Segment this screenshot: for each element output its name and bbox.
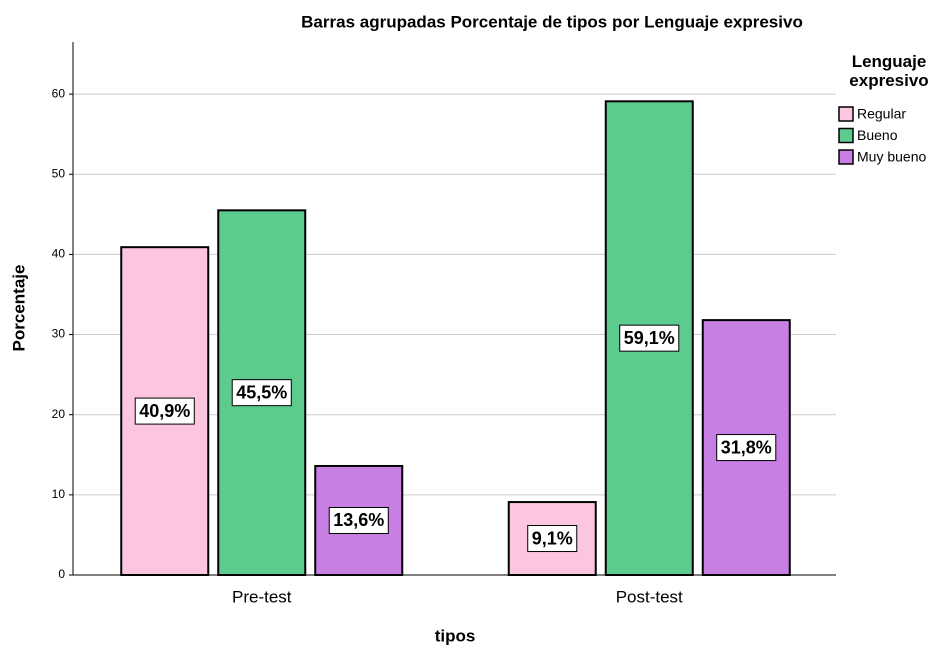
data-label-box <box>328 506 389 534</box>
data-label: 13,6% <box>328 506 389 534</box>
data-label-text: 13,6% <box>333 510 384 530</box>
legend-label: Bueno <box>857 127 898 143</box>
legend-swatch <box>838 127 854 144</box>
legend-title: Lenguaje expresivo <box>849 52 929 90</box>
data-label-text: 45,5% <box>236 382 287 402</box>
data-label-box <box>527 525 578 553</box>
data-label: 59,1% <box>619 324 680 352</box>
data-label: 40,9% <box>134 397 195 425</box>
x-tick-label: Post-test <box>616 587 683 606</box>
data-label-text: 40,9% <box>139 401 190 421</box>
data-label-box <box>231 379 292 407</box>
y-tick-label: 60 <box>52 86 66 100</box>
data-label: 31,8% <box>716 434 777 462</box>
data-label: 45,5% <box>231 379 292 407</box>
data-label-box <box>619 324 680 352</box>
data-label-text: 59,1% <box>624 328 675 348</box>
data-label-box <box>134 397 195 425</box>
y-tick-label: 30 <box>52 327 66 341</box>
y-tick-label: 50 <box>52 166 66 180</box>
data-label-text: 9,1% <box>532 528 573 548</box>
legend-label: Muy bueno <box>857 149 926 165</box>
legend-swatch <box>838 149 854 165</box>
y-tick-label: 20 <box>52 407 66 421</box>
legend-label: Regular <box>857 106 906 122</box>
legend-swatch <box>838 106 854 122</box>
y-tick-label: 0 <box>58 567 65 581</box>
data-label-text: 31,8% <box>721 437 772 457</box>
data-label-box <box>716 434 777 462</box>
x-axis-label: tipos <box>435 626 476 645</box>
chart-title: Barras agrupadas Porcentaje de tipos por… <box>301 12 803 31</box>
y-tick-label: 40 <box>52 247 66 261</box>
x-tick-label: Pre-test <box>232 587 292 606</box>
y-axis-label: Porcentaje <box>9 265 28 352</box>
y-tick-label: 10 <box>52 487 66 501</box>
data-label: 9,1% <box>527 525 578 553</box>
